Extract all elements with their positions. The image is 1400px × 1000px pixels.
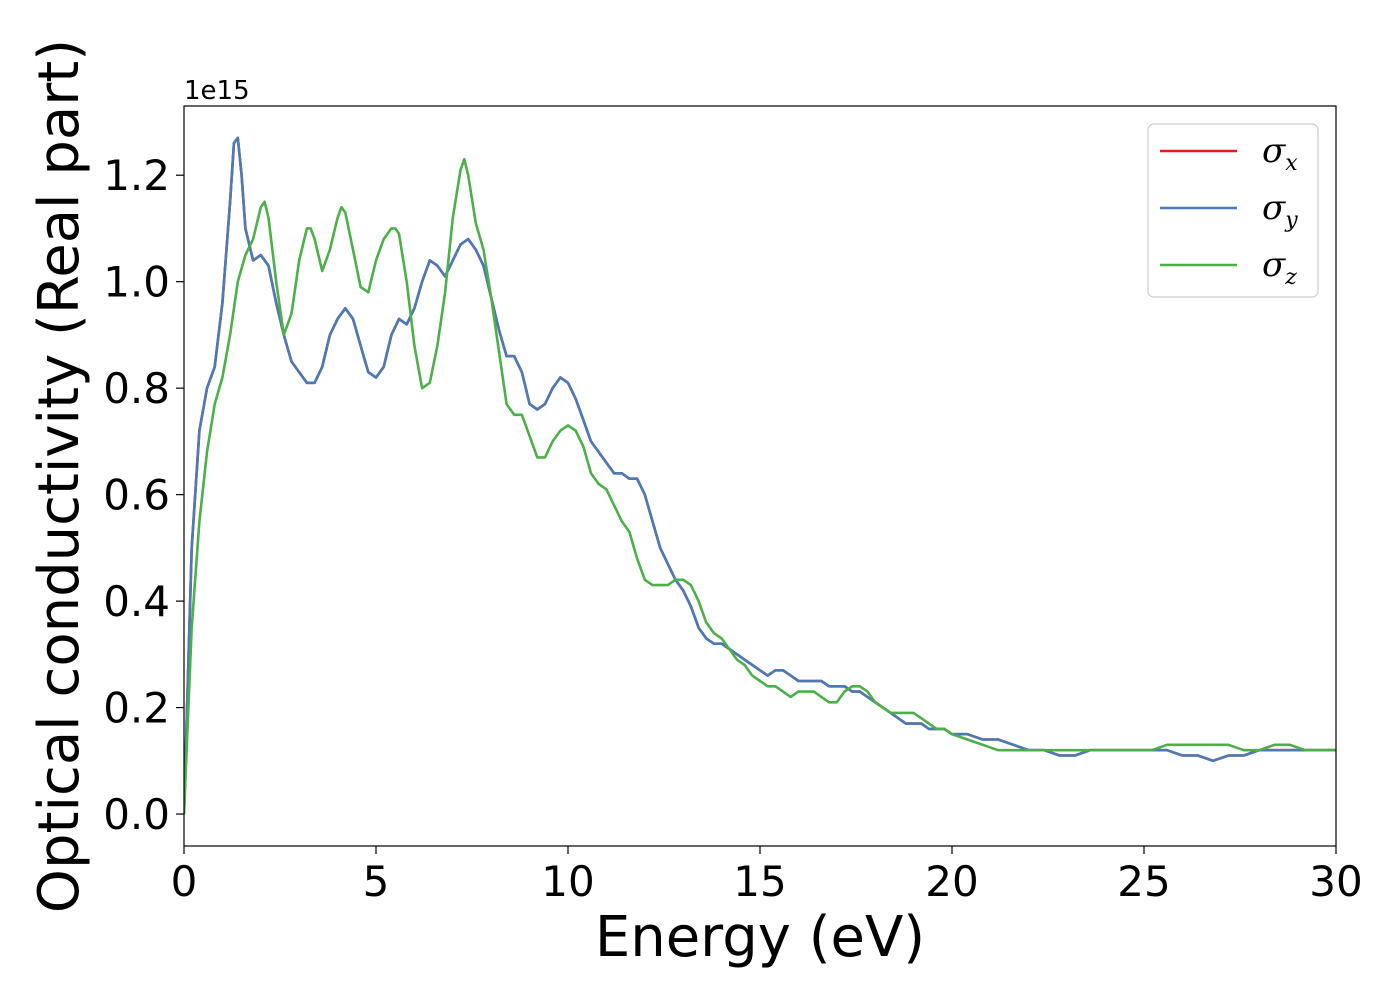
x-axis-ticks: 0 5 10 15 20 25 30 bbox=[171, 846, 1363, 906]
y-tick-label: 1.2 bbox=[103, 151, 170, 200]
x-tick-label: 20 bbox=[925, 857, 978, 906]
y-tick-label: 0.0 bbox=[103, 790, 170, 839]
y-offset-label: 1e15 bbox=[184, 76, 250, 106]
x-tick-label: 15 bbox=[733, 857, 786, 906]
y-axis-ticks: 0.0 0.2 0.4 0.6 0.8 1.0 1.2 bbox=[103, 151, 184, 839]
y-tick-label: 0.2 bbox=[103, 684, 170, 733]
x-tick-label: 5 bbox=[363, 857, 390, 906]
y-tick-label: 1.0 bbox=[103, 258, 170, 307]
x-tick-label: 25 bbox=[1117, 857, 1170, 906]
x-tick-label: 10 bbox=[541, 857, 594, 906]
series-line-y bbox=[184, 136, 1336, 815]
series-layer bbox=[184, 136, 1336, 815]
x-tick-label: 0 bbox=[171, 857, 198, 906]
y-tick-label: 0.4 bbox=[103, 577, 170, 626]
x-tick-label: 30 bbox=[1309, 857, 1362, 906]
legend-label-y: σy bbox=[1262, 188, 1298, 233]
series-line-z bbox=[184, 157, 1336, 815]
y-axis-label: Optical conductivity (Real part) bbox=[27, 39, 92, 913]
legend-label-z: σz bbox=[1262, 245, 1297, 290]
legend-label-x: σx bbox=[1262, 131, 1298, 176]
legend-frame bbox=[1147, 123, 1319, 298]
x-axis-label: Energy (eV) bbox=[595, 905, 925, 970]
y-tick-label: 0.6 bbox=[103, 471, 170, 520]
y-tick-label: 0.8 bbox=[103, 364, 170, 413]
legend: σx σy σz bbox=[1147, 123, 1319, 298]
